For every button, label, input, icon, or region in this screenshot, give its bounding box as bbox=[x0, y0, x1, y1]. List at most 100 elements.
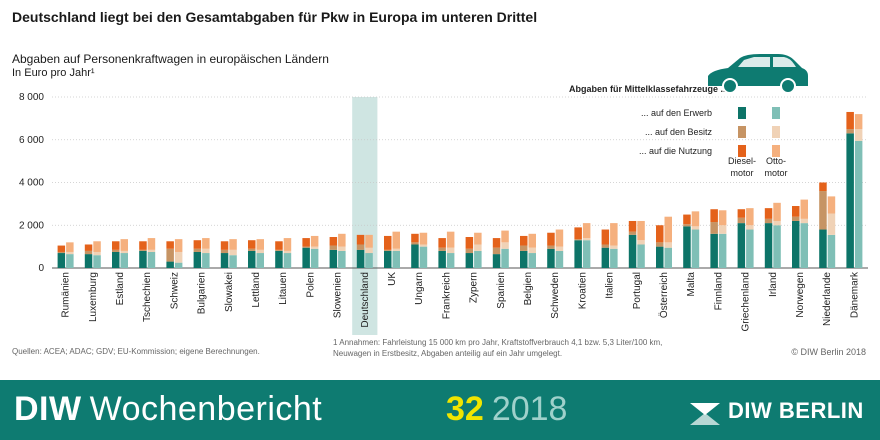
legend-swatch-diesel bbox=[738, 145, 746, 157]
bar-otto-erwerb bbox=[174, 262, 183, 268]
bar-otto-erwerb bbox=[582, 240, 591, 268]
bar-diesel-besitz bbox=[275, 249, 283, 251]
bar-otto-besitz bbox=[610, 245, 618, 249]
bar-diesel-nutzung bbox=[737, 209, 746, 218]
bar-otto-besitz bbox=[637, 240, 645, 245]
legend-swatch-otto bbox=[772, 107, 780, 119]
bar-otto-besitz bbox=[474, 244, 482, 251]
x-tick-label: Schweiz bbox=[169, 272, 180, 309]
publication-banner bbox=[0, 380, 880, 440]
bar-diesel-erwerb bbox=[601, 247, 610, 268]
bar-diesel-besitz bbox=[356, 244, 365, 250]
footnote-line-1: 1 Annahmen: Fahrleistung 15 000 km pro J… bbox=[333, 338, 663, 347]
legend-label: ... auf die Nutzung bbox=[639, 146, 712, 156]
x-tick-label: Zypern bbox=[469, 272, 480, 303]
bar-otto-nutzung bbox=[800, 199, 808, 219]
x-tick-label: Frankreich bbox=[441, 272, 452, 319]
bar-otto-besitz bbox=[691, 226, 700, 230]
bar-otto-besitz bbox=[93, 251, 101, 256]
bar-diesel-erwerb bbox=[520, 250, 528, 268]
x-tick-label: Österreich bbox=[658, 272, 670, 318]
bar-otto-erwerb bbox=[310, 248, 319, 268]
bar-diesel-besitz bbox=[656, 242, 664, 247]
bar-diesel-nutzung bbox=[112, 241, 120, 250]
x-tick-label: Luxemburg bbox=[88, 272, 99, 322]
bar-otto-nutzung bbox=[446, 231, 455, 248]
bar-diesel-nutzung bbox=[819, 182, 827, 192]
bar-otto-erwerb bbox=[256, 253, 264, 268]
y-tick-label: 8 000 bbox=[19, 92, 44, 103]
bar-diesel-besitz bbox=[628, 231, 637, 235]
x-tick-label: Norwegen bbox=[795, 272, 806, 318]
chart-title: Deutschland liegt bei den Gesamtabgaben … bbox=[12, 9, 538, 25]
bar-otto-nutzung bbox=[256, 239, 264, 250]
brand-name: DIW Wochenbericht bbox=[14, 390, 322, 429]
bar-otto-besitz bbox=[827, 213, 836, 235]
bar-diesel-besitz bbox=[846, 129, 854, 134]
bar-diesel-nutzung bbox=[302, 238, 310, 247]
bar-otto-nutzung bbox=[93, 241, 101, 252]
x-tick-label: Tschechien bbox=[142, 272, 153, 322]
bar-diesel-besitz bbox=[84, 250, 93, 255]
x-tick-label: Griechenland bbox=[741, 272, 752, 331]
x-tick-label: Polen bbox=[305, 272, 316, 298]
x-tick-label: Ungarn bbox=[414, 272, 425, 305]
x-tick-label: Portugal bbox=[632, 272, 643, 309]
bar-diesel-erwerb bbox=[384, 250, 392, 268]
bar-otto-erwerb bbox=[501, 248, 509, 268]
bar-otto-nutzung bbox=[610, 223, 618, 246]
x-tick-label: Belgien bbox=[523, 272, 534, 305]
bar-diesel-besitz bbox=[139, 249, 147, 251]
bar-otto-besitz bbox=[229, 249, 237, 256]
bar-diesel-erwerb bbox=[166, 261, 174, 268]
bar-diesel-erwerb bbox=[302, 247, 310, 268]
bar-otto-nutzung bbox=[718, 210, 727, 226]
y-tick-label: 4 000 bbox=[19, 178, 44, 189]
bar-diesel-besitz bbox=[520, 245, 528, 251]
bar-diesel-besitz bbox=[302, 246, 310, 248]
bar-diesel-besitz bbox=[737, 217, 746, 224]
bar-otto-besitz bbox=[555, 246, 564, 251]
bar-diesel-nutzung bbox=[601, 229, 610, 245]
bar-otto-besitz bbox=[501, 242, 509, 249]
brand-bold: DIW bbox=[14, 390, 82, 428]
bar-otto-nutzung bbox=[501, 230, 509, 243]
bar-otto-besitz bbox=[800, 218, 808, 224]
bar-diesel-nutzung bbox=[166, 241, 174, 249]
bar-otto-besitz bbox=[854, 129, 863, 141]
bar-otto-besitz bbox=[746, 225, 754, 230]
bar-otto-nutzung bbox=[202, 238, 210, 249]
bar-diesel-nutzung bbox=[220, 241, 229, 250]
bar-otto-nutzung bbox=[746, 208, 754, 226]
x-tick-label: Slowenien bbox=[333, 272, 344, 318]
bar-otto-nutzung bbox=[120, 239, 128, 251]
brand-rest: Wochenbericht bbox=[89, 390, 323, 428]
bar-diesel-erwerb bbox=[220, 253, 229, 268]
bar-diesel-erwerb bbox=[275, 250, 283, 268]
x-tick-label: Litauen bbox=[278, 272, 289, 305]
bar-diesel-besitz bbox=[166, 248, 174, 262]
x-tick-label: Schweden bbox=[550, 272, 561, 319]
y-tick-label: 2 000 bbox=[19, 220, 44, 231]
bar-otto-nutzung bbox=[419, 232, 428, 245]
bar-diesel-nutzung bbox=[683, 214, 691, 225]
diw-logo-icon bbox=[690, 403, 720, 425]
bar-otto-besitz bbox=[718, 225, 727, 234]
bar-otto-erwerb bbox=[446, 253, 455, 268]
bar-diesel-erwerb bbox=[411, 244, 419, 268]
bar-otto-besitz bbox=[419, 244, 428, 247]
bar-diesel-besitz bbox=[601, 244, 610, 248]
bar-diesel-erwerb bbox=[792, 220, 800, 268]
bar-diesel-erwerb bbox=[710, 233, 718, 268]
bar-diesel-erwerb bbox=[683, 226, 691, 268]
bar-otto-besitz bbox=[66, 251, 74, 255]
legend-swatch-otto bbox=[772, 145, 780, 157]
bar-otto-besitz bbox=[664, 242, 672, 248]
bar-otto-erwerb bbox=[93, 255, 101, 268]
bar-diesel-erwerb bbox=[112, 251, 120, 268]
bar-diesel-besitz bbox=[220, 249, 229, 254]
issue-number: 32 2018 bbox=[446, 390, 567, 429]
sources-note: Quellen: ACEA; ADAC; GDV; EU-Kommission;… bbox=[12, 347, 260, 356]
bar-otto-besitz bbox=[120, 250, 128, 254]
legend-swatch-diesel bbox=[738, 107, 746, 119]
